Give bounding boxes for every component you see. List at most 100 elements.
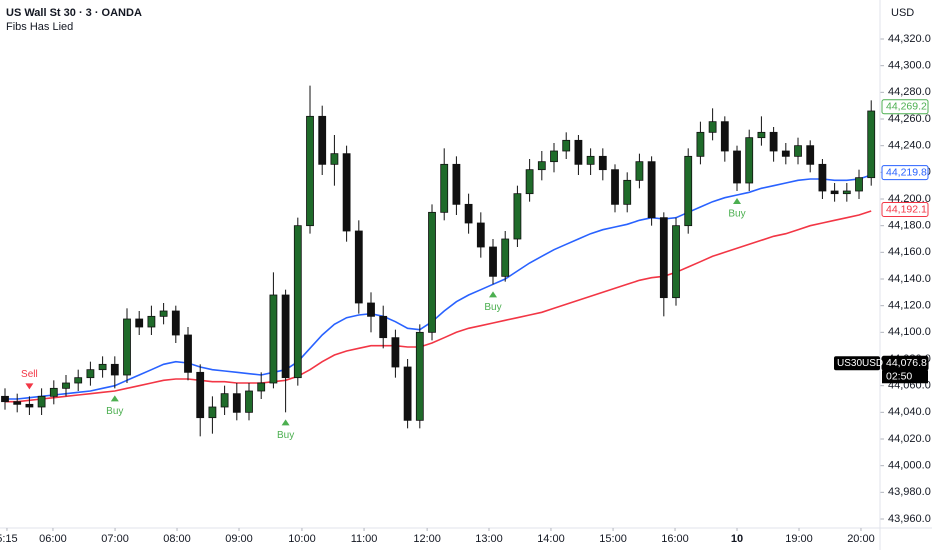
candle-body (257, 382, 266, 392)
price-label: 44,076.8 (886, 357, 927, 369)
candle-body (452, 163, 461, 205)
candle-body (1, 395, 9, 403)
signal-label: Buy (728, 209, 745, 220)
x-tick-label: 5:15 (0, 533, 18, 545)
candle-body (635, 161, 644, 181)
candle-body (476, 222, 485, 248)
price-label-box (881, 99, 929, 115)
candle-body (745, 137, 754, 184)
candle-body (781, 150, 790, 157)
candle-body (428, 211, 436, 333)
candle-body (513, 193, 522, 240)
price-label: 44,219.8 (886, 166, 927, 178)
price-label-box (881, 202, 929, 218)
candle-body (464, 203, 473, 224)
candle-body (403, 366, 412, 421)
candle-body (586, 155, 595, 165)
candle-body (306, 115, 314, 227)
y-tick-label: 44,260.0 (888, 113, 931, 125)
candle-body (806, 145, 815, 165)
countdown-box (882, 370, 928, 384)
y-tick-label: 44,140.0 (888, 273, 931, 285)
signal-marker (110, 395, 119, 402)
candle-body (37, 395, 46, 408)
countdown-label: 02:50 (886, 371, 912, 383)
candle-body (171, 310, 180, 336)
x-tick-label: 13:00 (475, 533, 503, 545)
y-tick-label: 44,240.0 (888, 140, 931, 152)
candle-body (281, 294, 290, 379)
x-tick-label: 07:00 (101, 533, 129, 545)
signal-label: Buy (484, 302, 501, 313)
price-label: 44,192.1 (886, 203, 927, 215)
y-tick-label: 44,040.0 (888, 406, 931, 418)
candle-body (537, 161, 546, 171)
candle-body (855, 177, 863, 192)
candle-body (720, 121, 729, 152)
candle-body (208, 406, 217, 419)
x-tick-label: 16:00 (661, 533, 689, 545)
y-tick-label: 44,120.0 (888, 300, 931, 312)
candle-body (501, 238, 510, 277)
y-tick-label: 44,280.0 (888, 86, 931, 98)
candle-body (354, 230, 363, 304)
candle-body (232, 393, 241, 413)
candle-body (147, 315, 156, 328)
candle-body (86, 369, 95, 379)
candle-body (684, 155, 693, 227)
y-axis-label: USD (891, 7, 914, 19)
moving-average-line (5, 210, 872, 403)
candle-body (196, 371, 205, 419)
candle-body (733, 150, 741, 184)
candle-body (25, 403, 34, 408)
candle-body (769, 131, 778, 152)
x-tick-label: 15:00 (599, 533, 627, 545)
candle-body (623, 179, 632, 205)
x-tick-label: 09:00 (225, 533, 253, 545)
x-tick-label: 10:00 (288, 533, 316, 545)
candle-body (13, 401, 22, 405)
x-tick-label: 08:00 (163, 533, 191, 545)
y-tick-label: 44,320.0 (888, 33, 931, 45)
x-tick-label: 14:00 (537, 533, 565, 545)
candle-body (672, 225, 680, 299)
signal-label: Buy (277, 430, 294, 441)
signal-marker (281, 419, 290, 426)
candle-body (757, 131, 766, 139)
candle-body (269, 294, 278, 384)
x-tick-label: 06:00 (39, 533, 67, 545)
candle-body (391, 337, 400, 368)
candle-body (49, 387, 58, 397)
candle-body (123, 318, 131, 376)
y-tick-label: 43,960.0 (888, 513, 931, 525)
signal-marker (489, 291, 498, 298)
candle-body (379, 315, 388, 339)
signal-marker (25, 383, 34, 390)
symbol-box (834, 356, 880, 371)
candle-body (440, 163, 449, 213)
y-tick-label: 44,020.0 (888, 433, 931, 445)
candle-body (245, 390, 253, 413)
candle-body (562, 139, 571, 152)
y-tick-label: 44,160.0 (888, 246, 931, 258)
chart-subtitle: Fibs Has Lied (6, 21, 73, 33)
y-tick-label: 44,200.0 (888, 193, 931, 205)
candle-body (330, 153, 339, 165)
candle-body (62, 382, 70, 389)
x-tick-label: 10 (731, 533, 743, 545)
candle-body (647, 161, 656, 219)
candle-body (367, 302, 375, 317)
price-label: 44,269.2 (886, 101, 927, 113)
signal-label: Sell (21, 369, 38, 380)
candle-body (696, 131, 705, 157)
candle-body (708, 121, 717, 133)
symbol-label: US30USD (837, 358, 883, 369)
candle-body (159, 310, 168, 317)
candle-body (525, 169, 534, 195)
candle-body (220, 393, 229, 408)
y-tick-label: 44,300.0 (888, 60, 931, 72)
price-label-box (881, 165, 929, 181)
candle-body (318, 115, 327, 165)
signal-marker (733, 198, 742, 204)
